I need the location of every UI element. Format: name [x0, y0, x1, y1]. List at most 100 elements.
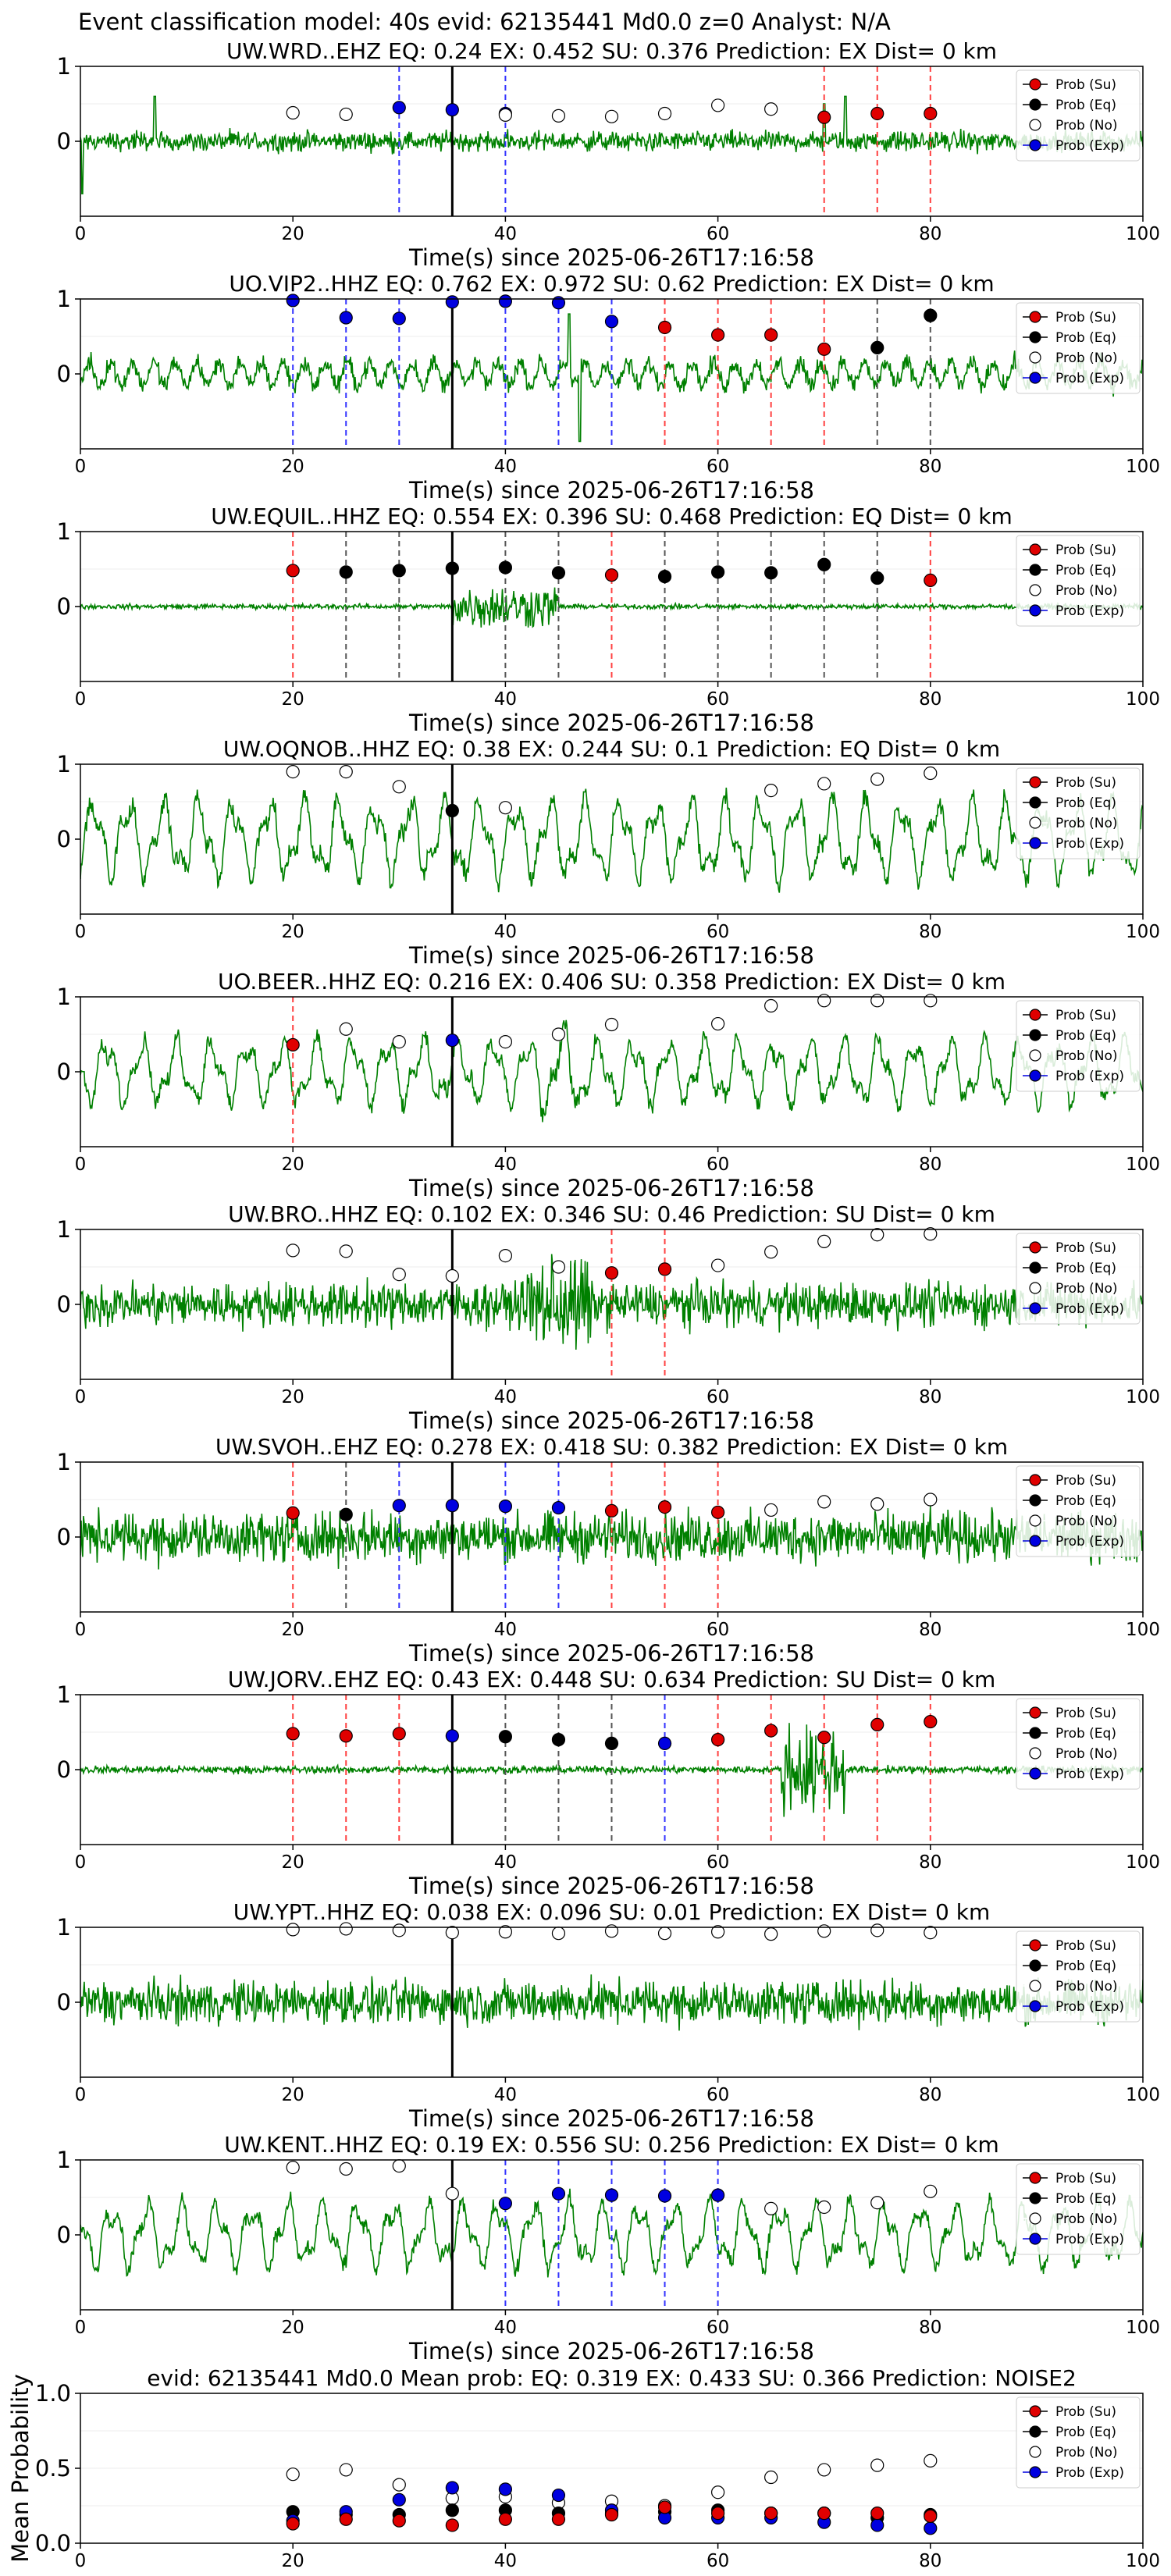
legend-marker-su: [1029, 1241, 1041, 1254]
legend-label: Prob (No): [1055, 1048, 1118, 1064]
prob-point-eq: [764, 566, 778, 580]
y-tick-label: 1: [57, 2147, 71, 2173]
prob-point-su: [817, 110, 831, 124]
prob-point-eq: [498, 560, 513, 575]
panel-title: UW.EQUIL..HHZ EQ: 0.554 EX: 0.396 SU: 0.…: [211, 503, 1013, 529]
prob-point-exp: [445, 1034, 459, 1048]
legend-label: Prob (Eq): [1055, 1726, 1116, 1742]
prob-point-no: [657, 106, 672, 121]
prob-point-no: [498, 801, 513, 815]
legend-marker-su: [1029, 1939, 1041, 1952]
legend-marker-exp: [1029, 1767, 1041, 1780]
legend-label: Prob (Su): [1055, 1706, 1116, 1721]
x-tick-label: 80: [919, 2318, 941, 2338]
prob-point-su: [710, 2507, 725, 2521]
legend-label: Prob (Exp): [1055, 2465, 1124, 2481]
x-tick-label: 0: [75, 922, 87, 942]
prob-point-exp: [498, 1500, 513, 1514]
prob-point-no: [339, 2463, 353, 2477]
x-tick-label: 100: [1126, 1155, 1160, 1175]
y-tick-label: 0: [57, 361, 71, 387]
legend-label: Prob (No): [1055, 1746, 1118, 1762]
panel-1: UW.WRD..EHZ EQ: 0.24 EX: 0.452 SU: 0.376…: [57, 38, 1160, 271]
x-tick-label: 40: [494, 2085, 517, 2105]
legend-marker-exp: [1029, 139, 1041, 151]
prob-point-no: [604, 1924, 619, 1938]
prob-point-no: [657, 1927, 672, 1941]
panel-title: UO.BEER..HHZ EQ: 0.216 EX: 0.406 SU: 0.3…: [218, 969, 1005, 994]
y-tick-label: 0: [57, 1756, 71, 1783]
prob-point-exp: [392, 2492, 406, 2507]
prob-point-su: [710, 1733, 725, 1747]
prob-point-exp: [498, 2197, 513, 2211]
legend-marker-no: [1029, 2446, 1041, 2458]
y-tick-label: 1.0: [35, 2380, 71, 2407]
prob-point-no: [710, 98, 725, 112]
prob-point-su: [924, 1714, 938, 1729]
legend-label: Prob (Su): [1055, 543, 1116, 558]
prob-point-exp: [604, 315, 619, 329]
x-tick-label: 80: [919, 224, 941, 244]
prob-point-eq: [551, 1733, 566, 1747]
x-tick-label: 80: [919, 1155, 941, 1175]
prob-point-eq: [339, 1507, 353, 1521]
x-tick-label: 60: [707, 1387, 729, 1407]
legend-marker-su: [1029, 2172, 1041, 2184]
legend-label: Prob (Exp): [1055, 2232, 1124, 2247]
legend-label: Prob (No): [1055, 583, 1118, 599]
prob-point-no: [551, 109, 566, 123]
x-tick-label: 20: [282, 1155, 304, 1175]
legend: Prob (Su) Prob (Eq) Prob (No) Prob (Exp): [1016, 302, 1141, 394]
legend-marker-exp: [1029, 372, 1041, 384]
panel-title: UW.KENT..HHZ EQ: 0.19 EX: 0.556 SU: 0.25…: [224, 2132, 999, 2158]
prob-point-no: [710, 2485, 725, 2500]
prob-point-su: [339, 2512, 353, 2526]
prob-point-no: [924, 1227, 938, 1241]
prob-point-su: [710, 328, 725, 342]
prob-point-su: [604, 2507, 619, 2522]
prob-point-su: [657, 1262, 672, 1276]
x-tick-label: 0: [75, 1620, 87, 1640]
y-tick-label: 0: [57, 1291, 71, 1318]
x-tick-label: 40: [494, 1852, 517, 1873]
legend-marker-su: [1029, 543, 1041, 556]
waveform-trace: [80, 787, 1143, 893]
legend-label: Prob (No): [1055, 816, 1118, 831]
legend-box: [1016, 69, 1141, 162]
prob-point-no: [339, 764, 353, 779]
x-axis-label: Time(s) since 2025-06-26T17:16:58: [408, 710, 814, 736]
prob-point-su: [764, 2507, 778, 2521]
legend: Prob (Su) Prob (Eq) Prob (No) Prob (Exp): [1016, 1233, 1141, 1325]
legend-label: Prob (No): [1055, 1979, 1118, 1994]
x-tick-label: 80: [919, 689, 941, 710]
x-tick-label: 20: [282, 922, 304, 942]
prob-point-no: [710, 1016, 725, 1031]
prob-point-exp: [710, 2188, 725, 2202]
prob-point-su: [286, 1506, 300, 1520]
x-tick-label: 100: [1126, 1852, 1160, 1873]
prob-point-exp: [551, 2488, 566, 2503]
x-tick-label: 100: [1126, 2551, 1160, 2571]
prob-point-no: [445, 1926, 459, 1940]
x-tick-label: 0: [75, 1387, 87, 1407]
prob-point-eq: [551, 566, 566, 580]
x-tick-label: 60: [707, 2318, 729, 2338]
x-tick-label: 40: [494, 689, 517, 710]
prob-point-su: [286, 1037, 300, 1052]
prob-point-exp: [657, 2189, 672, 2203]
prob-point-no: [924, 2453, 938, 2467]
legend: Prob (Su) Prob (Eq) Prob (No) Prob (Exp): [1016, 2163, 1141, 2255]
x-tick-label: 60: [707, 689, 729, 710]
prob-point-su: [870, 2507, 884, 2521]
panel-11: evid: 62135441 Md0.0 Mean prob: EQ: 0.31…: [7, 2365, 1160, 2571]
x-tick-label: 80: [919, 457, 941, 477]
legend-marker-su: [1029, 1706, 1041, 1719]
legend-box: [1016, 1233, 1141, 1325]
prob-point-eq: [870, 340, 884, 354]
legend-label: Prob (Exp): [1055, 1999, 1124, 2015]
x-axis-label: Time(s) since 2025-06-26T17:16:58: [408, 1175, 814, 1201]
prob-point-exp: [445, 295, 459, 309]
prob-point-su: [924, 573, 938, 588]
legend-marker-eq: [1029, 796, 1041, 809]
x-tick-label: 100: [1126, 689, 1160, 710]
